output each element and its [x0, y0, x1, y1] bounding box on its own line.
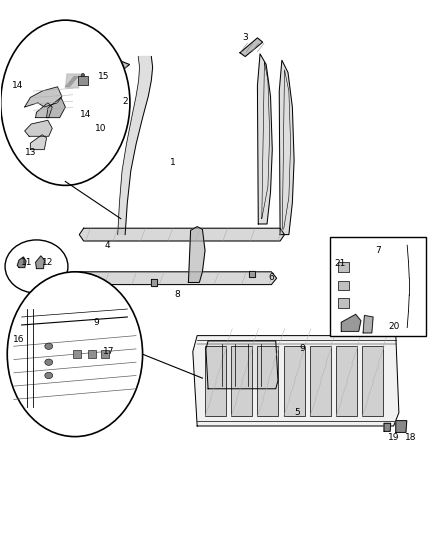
Bar	[330, 237, 426, 336]
Text: 9: 9	[94, 318, 99, 327]
Text: 6: 6	[268, 273, 274, 281]
Polygon shape	[25, 120, 52, 136]
Text: 14: 14	[80, 110, 92, 119]
Polygon shape	[258, 54, 272, 224]
Bar	[88, 350, 96, 358]
Bar	[338, 262, 349, 272]
Text: 19: 19	[388, 433, 399, 442]
Polygon shape	[249, 271, 255, 277]
Ellipse shape	[81, 74, 85, 77]
Polygon shape	[25, 87, 62, 107]
Text: 20: 20	[388, 321, 399, 330]
Text: 7: 7	[375, 246, 381, 255]
Text: 12: 12	[42, 258, 53, 266]
Bar	[78, 76, 88, 85]
Text: 17: 17	[103, 347, 115, 356]
Polygon shape	[240, 38, 263, 56]
Bar	[101, 350, 109, 358]
Text: 15: 15	[98, 71, 109, 80]
Polygon shape	[396, 421, 407, 432]
Polygon shape	[30, 135, 46, 150]
Polygon shape	[193, 336, 399, 426]
Polygon shape	[384, 423, 391, 431]
Polygon shape	[35, 103, 52, 118]
Text: 18: 18	[404, 433, 416, 442]
Polygon shape	[70, 272, 277, 285]
Text: 2: 2	[122, 97, 128, 106]
Ellipse shape	[1, 20, 130, 185]
Bar	[73, 350, 81, 358]
Text: 8: 8	[175, 289, 180, 298]
Polygon shape	[279, 60, 294, 235]
Bar	[338, 281, 349, 290]
Polygon shape	[206, 341, 278, 389]
Ellipse shape	[45, 343, 53, 350]
Ellipse shape	[5, 240, 68, 293]
Ellipse shape	[7, 272, 143, 437]
Text: 3: 3	[242, 34, 248, 43]
Text: 5: 5	[295, 408, 300, 417]
Bar	[310, 346, 331, 416]
Text: 4: 4	[105, 241, 110, 250]
Text: 1: 1	[170, 158, 176, 167]
Polygon shape	[46, 98, 65, 118]
Bar	[205, 346, 226, 416]
Polygon shape	[65, 74, 80, 88]
Ellipse shape	[45, 372, 53, 378]
Polygon shape	[188, 227, 205, 282]
Text: 9: 9	[299, 344, 305, 353]
Polygon shape	[118, 56, 152, 235]
Bar	[338, 298, 349, 308]
Polygon shape	[17, 257, 26, 268]
Polygon shape	[35, 256, 44, 269]
Bar	[336, 346, 357, 416]
Ellipse shape	[45, 359, 53, 366]
Text: 14: 14	[11, 81, 23, 90]
Polygon shape	[363, 316, 373, 333]
Bar	[258, 346, 279, 416]
Polygon shape	[79, 228, 285, 241]
Text: 11: 11	[21, 258, 33, 266]
Text: 13: 13	[25, 148, 36, 157]
Polygon shape	[341, 314, 361, 332]
Text: 16: 16	[13, 335, 25, 344]
Bar	[231, 346, 252, 416]
Text: 10: 10	[95, 124, 107, 133]
Text: 21: 21	[335, 260, 346, 268]
Bar	[362, 346, 383, 416]
Polygon shape	[97, 60, 130, 82]
Bar	[284, 346, 304, 416]
Polygon shape	[151, 279, 157, 286]
